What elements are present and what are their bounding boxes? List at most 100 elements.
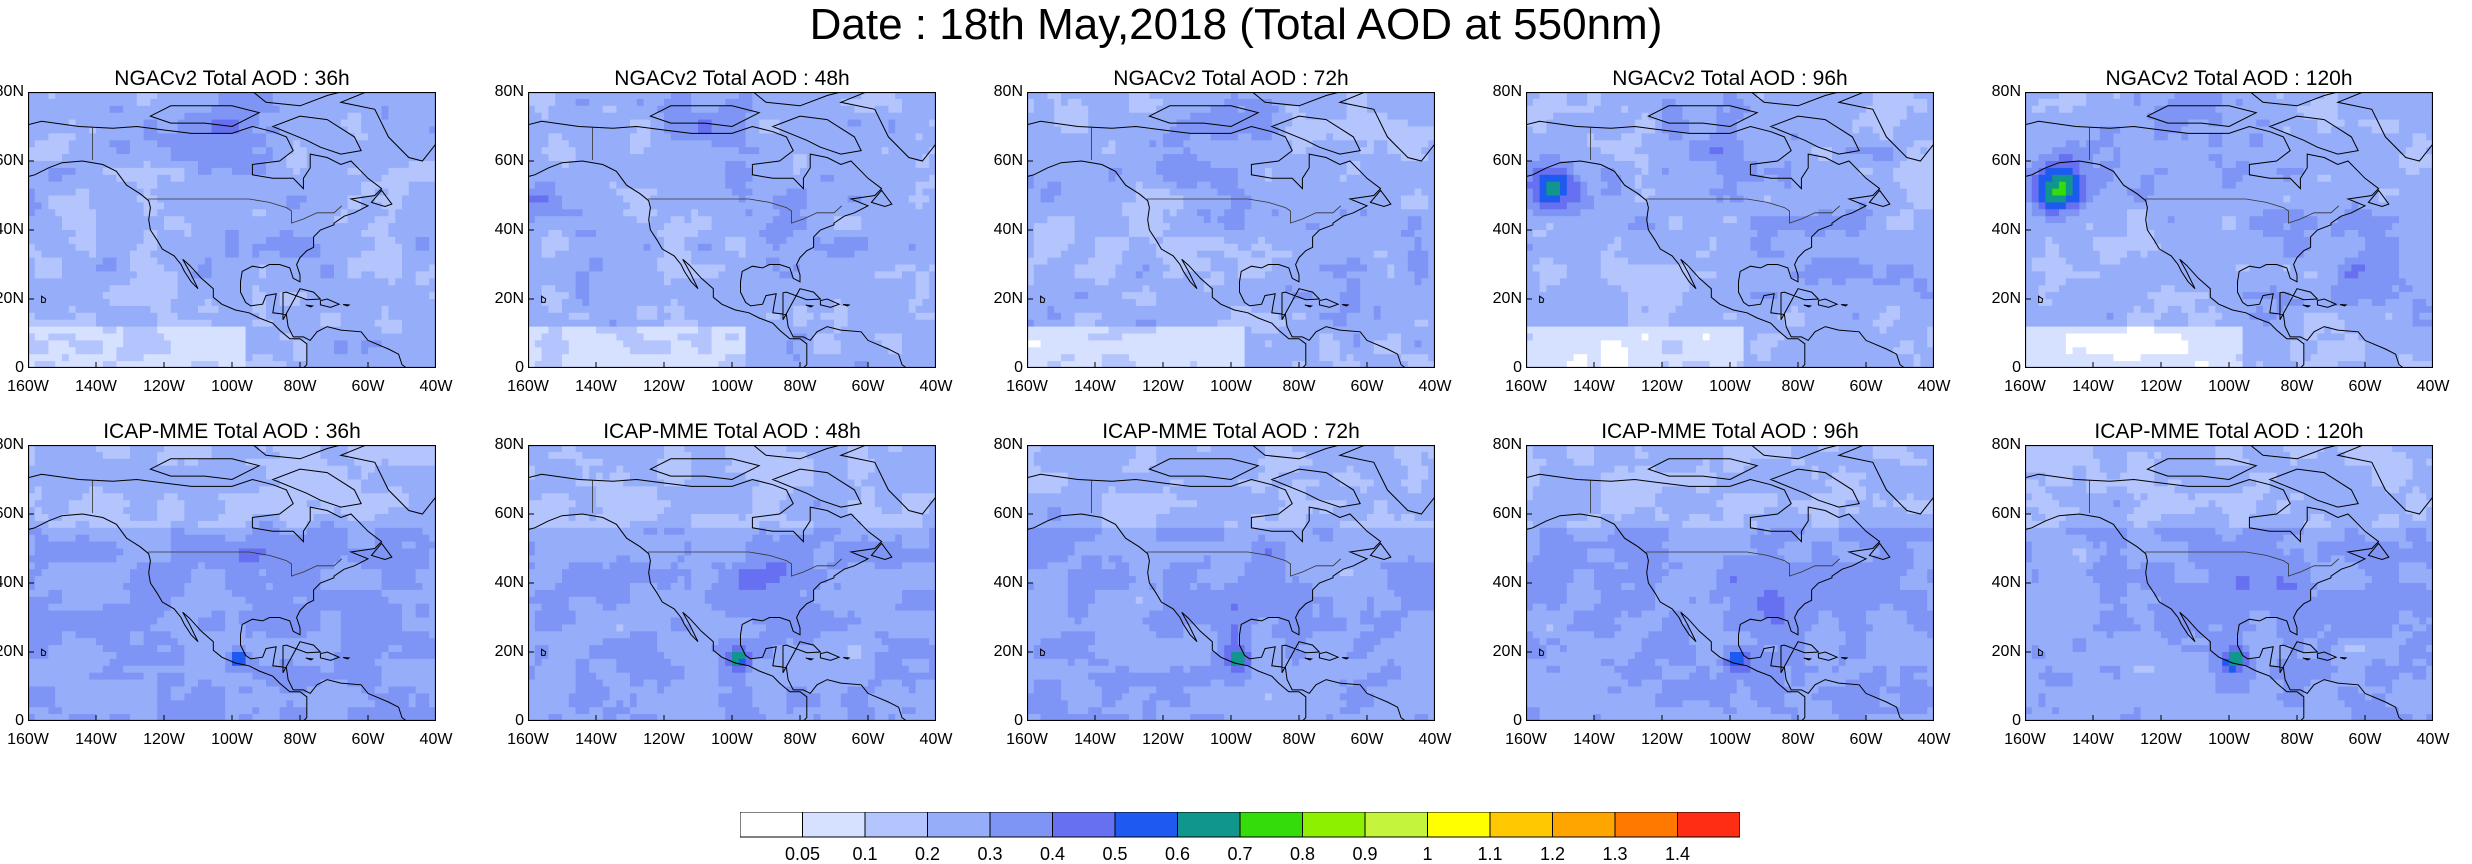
lat-tick-label: 80N [993,83,1023,101]
lon-tick-label: 40W [411,731,461,749]
aod-map-canvas [1027,445,1435,721]
lat-tick-label: 40N [494,221,524,239]
lat-tick-label: 0 [0,712,24,730]
colorbar-tick-label: 0.1 [840,844,890,864]
lon-tick-label: 160W [3,731,53,749]
lat-tick-label: 0 [1991,712,2021,730]
lat-tick-label: 0 [1492,359,1522,377]
colorbar-swatch [740,812,803,837]
lat-tick-label: 60N [0,505,24,523]
lon-tick-label: 80W [775,731,825,749]
colorbar-tick-label: 0.4 [1028,844,1078,864]
lon-tick-label: 60W [1841,731,1891,749]
lon-tick-label: 80W [275,378,325,396]
colorbar-swatch [1303,812,1366,837]
lon-tick-label: 60W [843,378,893,396]
lon-tick-label: 60W [343,378,393,396]
lon-tick-label: 100W [1705,731,1755,749]
colorbar-swatch [1178,812,1241,837]
panel-title: ICAP-MME Total AOD : 96h [1526,420,1934,444]
lat-tick-label: 0 [1991,359,2021,377]
lon-tick-label: 120W [639,731,689,749]
lat-tick-label: 60N [1991,505,2021,523]
panel-title: ICAP-MME Total AOD : 72h [1027,420,1435,444]
lon-tick-label: 160W [2000,731,2050,749]
lon-tick-label: 60W [343,731,393,749]
aod-map [1027,92,1435,368]
lat-tick-label: 40N [494,574,524,592]
colorbar-swatch [1490,812,1553,837]
lon-tick-label: 80W [1274,731,1324,749]
lat-tick-label: 80N [1991,436,2021,454]
lat-tick-label: 20N [1492,643,1522,661]
lat-tick-label: 20N [0,643,24,661]
colorbar-tick-label: 1.4 [1653,844,1703,864]
lon-tick-label: 140W [2068,378,2118,396]
lon-tick-label: 120W [2136,731,2186,749]
colorbar-tick-label: 1.1 [1465,844,1515,864]
colorbar-swatch [1115,812,1178,837]
lon-tick-label: 100W [1705,378,1755,396]
lon-tick-label: 80W [2272,731,2322,749]
lat-tick-label: 80N [494,436,524,454]
aod-colorbar [740,812,1740,838]
lon-tick-label: 120W [139,378,189,396]
lat-tick-label: 60N [1991,152,2021,170]
lon-tick-label: 60W [2340,378,2390,396]
lat-tick-label: 40N [0,574,24,592]
lon-tick-label: 140W [1070,378,1120,396]
lon-tick-label: 80W [1773,731,1823,749]
lon-tick-label: 40W [911,731,961,749]
lon-tick-label: 160W [1002,378,1052,396]
colorbar-tick-label: 1.2 [1528,844,1578,864]
lon-tick-label: 160W [503,731,553,749]
lon-tick-label: 160W [3,378,53,396]
lon-tick-label: 80W [1773,378,1823,396]
colorbar-tick-label: 0.2 [903,844,953,864]
colorbar-swatch [1365,812,1428,837]
panel-title: NGACv2 Total AOD : 36h [28,67,436,91]
lon-tick-label: 100W [207,378,257,396]
lon-tick-label: 120W [639,378,689,396]
panel-title: NGACv2 Total AOD : 72h [1027,67,1435,91]
lon-tick-label: 140W [1070,731,1120,749]
colorbar-swatch [1553,812,1616,837]
lat-tick-label: 0 [494,359,524,377]
colorbar-swatch [803,812,866,837]
colorbar-swatch [865,812,928,837]
aod-map-canvas [1027,92,1435,368]
lon-tick-label: 80W [2272,378,2322,396]
colorbar-tick-label: 0.8 [1278,844,1328,864]
aod-map [2025,92,2433,368]
aod-map-canvas [528,92,936,368]
lat-tick-label: 20N [0,290,24,308]
lat-tick-label: 20N [993,290,1023,308]
map-panel: ICAP-MME Total AOD : 36h80N60N40N20N0160… [6,420,426,820]
lat-tick-label: 40N [1991,221,2021,239]
lat-tick-label: 20N [1991,290,2021,308]
lat-tick-label: 40N [0,221,24,239]
lon-tick-label: 100W [707,731,757,749]
panel-title: NGACv2 Total AOD : 120h [2025,67,2433,91]
aod-map [28,445,436,721]
aod-map [1526,445,1934,721]
colorbar-tick-label: 0.7 [1215,844,1265,864]
panel-title: ICAP-MME Total AOD : 48h [528,420,936,444]
lat-tick-label: 80N [494,83,524,101]
colorbar-tick-label: 0.3 [965,844,1015,864]
colorbar-tick-label: 1.3 [1590,844,1640,864]
aod-map-canvas [1526,445,1934,721]
figure-title: Date : 18th May,2018 (Total AOD at 550nm… [0,0,2472,50]
lat-tick-label: 0 [0,359,24,377]
lon-tick-label: 60W [843,731,893,749]
lon-tick-label: 140W [1569,378,1619,396]
lon-tick-label: 40W [1410,378,1460,396]
lat-tick-label: 0 [494,712,524,730]
lat-tick-label: 60N [494,505,524,523]
lon-tick-label: 120W [1138,378,1188,396]
